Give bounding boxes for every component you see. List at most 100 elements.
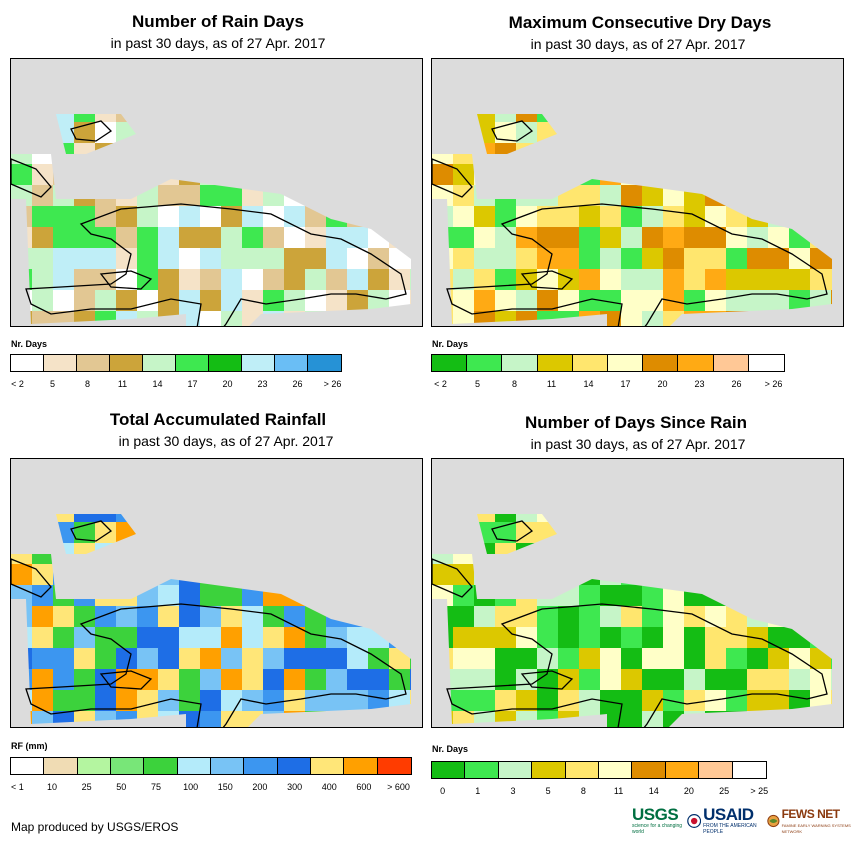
map-grid-cell — [347, 690, 368, 711]
map-grid-cell — [453, 543, 474, 564]
map-grid-cell — [810, 143, 831, 164]
legend-label: 23 — [257, 379, 268, 389]
map-grid-cell — [747, 543, 768, 564]
map-grid-cell — [95, 290, 116, 311]
map-grid-cell — [621, 480, 642, 501]
map-grid-cell — [368, 711, 389, 727]
map-grid-cell — [158, 122, 179, 143]
map-grid-cell — [558, 143, 579, 164]
map-grid-cell — [453, 114, 474, 122]
map-grid-cell — [200, 711, 221, 727]
map-grid-cell — [663, 690, 684, 711]
map-grid-cell — [600, 143, 621, 164]
panel-title: Number of Rain Days — [132, 12, 304, 31]
map-grid-cell — [621, 227, 642, 248]
map-grid-cell — [621, 648, 642, 669]
map-grid-cell — [116, 143, 137, 164]
map-grid-cell — [347, 459, 368, 480]
map-grid-cell — [684, 185, 705, 206]
map-grid-cell — [831, 514, 832, 522]
map-grid-cell — [474, 185, 495, 206]
map-grid-cell — [432, 248, 453, 269]
map-grid-cell — [368, 543, 389, 564]
usgs-logo-tagline: science for a changing world — [632, 823, 683, 835]
map-grid-cell — [53, 143, 74, 164]
map-grid-cell — [305, 164, 326, 185]
map-grid-cell — [116, 459, 137, 480]
usaid-logo-tagline: FROM THE AMERICAN PEOPLE — [703, 823, 757, 835]
map-grid-cell — [116, 269, 137, 290]
legend-swatch — [532, 762, 566, 778]
map-grid-cell — [516, 164, 537, 185]
map-grid-cell — [747, 143, 768, 164]
map-grid-cell — [768, 114, 789, 122]
map-grid-cell — [726, 185, 747, 206]
legend-label: 75 — [150, 782, 161, 792]
map-grid-cell — [642, 290, 663, 311]
map-grid-cell — [537, 585, 558, 606]
map-grid-cell — [495, 248, 516, 269]
map-grid-cell — [32, 290, 53, 311]
legend-label: 3 — [510, 786, 516, 796]
map-grid-cell — [11, 248, 32, 269]
map-rainfall — [10, 458, 423, 728]
map-grid-cell — [389, 606, 410, 627]
map-grid-cell — [810, 206, 831, 227]
map-grid-cell — [53, 606, 74, 627]
map-grid-cell — [684, 480, 705, 501]
map-grid-cell — [642, 206, 663, 227]
map-grid-cell — [200, 480, 221, 501]
map-grid-cell — [684, 627, 705, 648]
map-grid-cell — [137, 248, 158, 269]
map-grid-cell — [116, 514, 137, 522]
map-grid-cell — [642, 185, 663, 206]
map-grid-cell — [684, 290, 705, 311]
legend-labels: 0 1 3 5 8 11 14 20 25 > 25 — [425, 786, 777, 796]
panel-title: Number of Days Since Rain — [524, 413, 747, 432]
map-grid-cell — [621, 627, 642, 648]
map-grid-cell — [263, 122, 284, 143]
map-grid-cell — [53, 227, 74, 248]
map-grid-cell — [326, 227, 347, 248]
map-grid-cell — [726, 564, 747, 585]
map-grid-cell — [116, 711, 137, 727]
map-grid-cell — [831, 227, 832, 248]
map-grid-cell — [116, 522, 137, 543]
map-grid-cell — [537, 164, 558, 185]
map-grid-cell — [789, 164, 810, 185]
map-grid-cell — [347, 648, 368, 669]
map-grid-cell — [368, 606, 389, 627]
map-grid-cell — [137, 514, 158, 522]
map-grid-cell — [558, 690, 579, 711]
map-grid-cell — [474, 564, 495, 585]
fewsnet-globe-icon — [767, 814, 780, 827]
map-grid-cell — [389, 122, 410, 143]
map-grid-cell — [389, 206, 410, 227]
map-grid-cell — [326, 459, 347, 480]
map-grid-cell — [516, 114, 537, 122]
legend-swatch — [377, 758, 411, 774]
legend-label: 20 — [222, 379, 233, 389]
map-grid-cell — [11, 290, 32, 311]
map-grid-cell — [389, 669, 410, 690]
map-grid-cell — [116, 564, 137, 585]
map-grid-cell — [410, 669, 411, 690]
legend-swatch — [598, 762, 633, 778]
map-grid-cell — [831, 143, 832, 164]
legend-swatch — [209, 355, 242, 371]
map-grid-cell — [53, 459, 74, 480]
legend-label: < 1 — [10, 782, 24, 792]
map-grid-cell — [305, 206, 326, 227]
map-grid-cell — [284, 522, 305, 543]
map-grid-cell — [537, 711, 558, 727]
map-grid-cell — [284, 606, 305, 627]
map-grid-cell — [768, 143, 789, 164]
map-grid-cell — [600, 114, 621, 122]
map-grid-cell — [831, 290, 832, 311]
map-grid-cell — [158, 514, 179, 522]
map-grid-cell — [810, 522, 831, 543]
legend-swatch — [632, 762, 666, 778]
map-grid-cell — [326, 311, 347, 326]
map-grid-cell — [410, 164, 411, 185]
map-grid-cell — [347, 585, 368, 606]
